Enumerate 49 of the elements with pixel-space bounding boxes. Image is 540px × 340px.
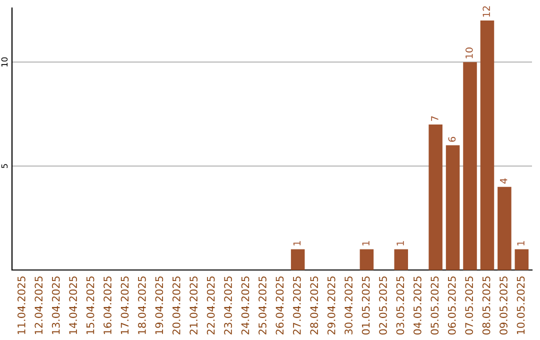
x-tick-label: 09.05.2025 xyxy=(500,276,508,335)
x-tick-label: 10.05.2025 xyxy=(516,276,525,334)
x-tick-label: 28.04.2025 xyxy=(310,276,318,334)
x-tick-label: 03.05.2025 xyxy=(396,276,404,335)
x-tick-label: 24.04.2025 xyxy=(241,276,250,334)
x-tick-label: 27.04.2025 xyxy=(292,276,301,334)
bar xyxy=(463,62,477,270)
x-tick-label: 17.04.2025 xyxy=(120,276,129,334)
x-tick-label: 22.04.2025 xyxy=(206,276,215,334)
bar xyxy=(514,249,529,270)
x-tick-label: 23.04.2025 xyxy=(224,276,232,334)
bar xyxy=(446,145,460,270)
x-tick-label: 06.05.2025 xyxy=(448,276,456,335)
x-tick-label: 14.04.2025 xyxy=(69,276,78,334)
x-tick-label: 07.05.2025 xyxy=(465,276,474,335)
x-tick-label: 01.05.2025 xyxy=(362,276,370,335)
x-tick-label: 12.04.2025 xyxy=(34,276,43,334)
bar xyxy=(394,249,408,270)
x-tick-label: 02.05.2025 xyxy=(379,276,387,335)
bar xyxy=(480,20,494,270)
data-label: 4 xyxy=(500,178,508,184)
data-label: 6 xyxy=(448,136,456,142)
x-tick-label: 13.04.2025 xyxy=(52,276,60,334)
x-tick-label: 30.04.2025 xyxy=(344,276,353,334)
data-label: 1 xyxy=(517,241,524,246)
bar xyxy=(498,186,512,270)
data-label: 1 xyxy=(362,241,370,246)
x-tick-label: 21.04.2025 xyxy=(190,276,198,334)
data-label: 1 xyxy=(396,241,404,246)
x-tick-label: 04.05.2025 xyxy=(414,276,422,335)
x-tick-label: 08.05.2025 xyxy=(482,276,490,335)
y-tick-label: 5 xyxy=(1,164,8,168)
data-label: 12 xyxy=(482,6,490,17)
data-label: 7 xyxy=(431,116,438,121)
data-label: 1 xyxy=(293,241,301,246)
bar xyxy=(290,249,305,270)
bar xyxy=(428,124,442,270)
bar xyxy=(360,249,374,270)
x-tick-label: 19.04.2025 xyxy=(155,276,164,334)
x-tick-label: 25.04.2025 xyxy=(258,276,266,334)
data-label: 10 xyxy=(465,48,473,58)
x-tick-label: 29.04.2025 xyxy=(327,276,336,334)
x-tick-label: 05.05.2025 xyxy=(430,276,439,335)
x-tick-label: 18.04.2025 xyxy=(138,276,146,334)
x-tick-label: 15.04.2025 xyxy=(86,276,94,334)
x-tick-label: 16.04.2025 xyxy=(104,276,112,334)
x-tick-label: 20.04.2025 xyxy=(172,276,180,334)
x-tick-label: 26.04.2025 xyxy=(276,276,284,334)
x-tick-label: 11.04.2025 xyxy=(17,276,26,334)
